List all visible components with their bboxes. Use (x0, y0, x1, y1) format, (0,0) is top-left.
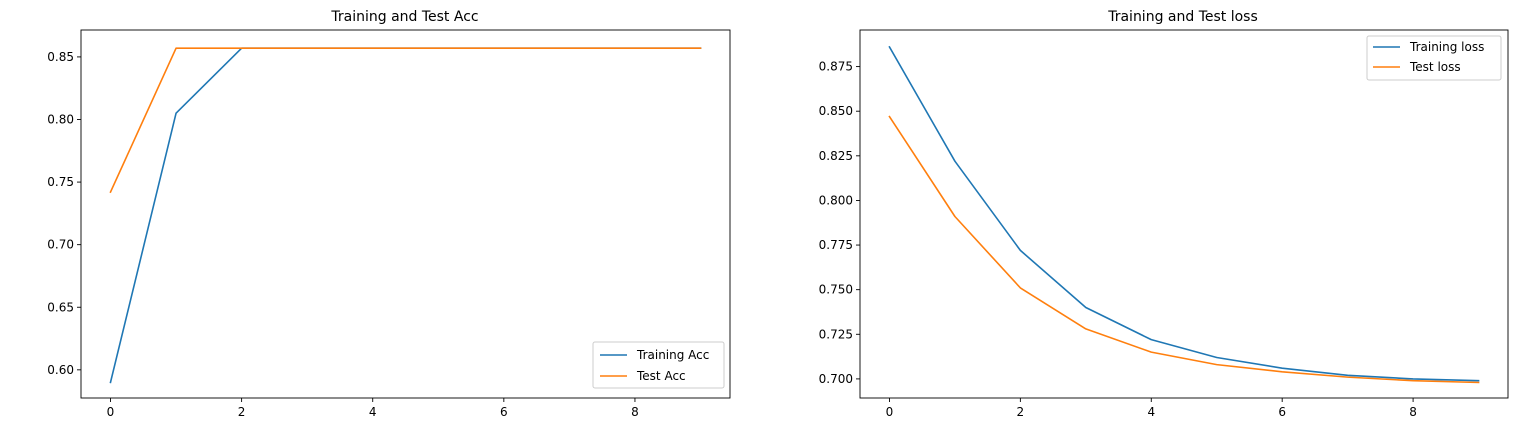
chart-loss-xtick-label: 6 (1278, 405, 1286, 419)
chart-loss-axes-frame (859, 29, 1509, 399)
chart-accuracy-axes-frame (80, 29, 731, 399)
chart-accuracy-ytick-label: 0.60 (47, 363, 74, 377)
chart-loss-ytick-label: 0.725 (819, 327, 853, 341)
chart-accuracy-series-test-line (109, 47, 702, 194)
chart-loss-ytick-label: 0.850 (819, 104, 853, 118)
chart-accuracy-xtick-label: 4 (369, 405, 377, 419)
chart-accuracy-ytick-label: 0.70 (47, 238, 74, 252)
chart-loss-legend-label-test: Test loss (1409, 60, 1461, 74)
chart-loss-legend-label-training: Training loss (1409, 40, 1484, 54)
chart-accuracy-plot: 0 2 4 6 8 0.60 0.65 0.70 0.75 0.80 0.85 (47, 29, 731, 419)
chart-accuracy-xtick-label: 6 (500, 405, 508, 419)
chart-loss-ytick-label: 0.700 (819, 372, 853, 386)
chart-loss-legend: Training loss Test loss (1366, 35, 1502, 81)
chart-accuracy-xtick-label: 2 (238, 405, 246, 419)
chart-accuracy-xtick-label: 0 (107, 405, 115, 419)
chart-loss-ytick-label: 0.800 (819, 193, 853, 207)
chart-loss: Training and Test loss 0 2 4 6 8 0.700 0.725 0.… (819, 9, 1509, 419)
chart-loss-legend-box (1366, 35, 1502, 81)
chart-loss-title: Training and Test loss (1107, 9, 1258, 25)
chart-loss-ytick-label: 0.775 (819, 238, 853, 252)
chart-accuracy-xtick-label: 8 (631, 405, 639, 419)
chart-loss-ytick-label: 0.875 (819, 60, 853, 74)
chart-loss-plot: 0 2 4 6 8 0.700 0.725 0.750 0.775 0.800 0.825 0.850… (819, 29, 1509, 419)
chart-loss-series-training-line (888, 45, 1480, 382)
chart-loss-xtick-label: 2 (1017, 405, 1025, 419)
chart-accuracy-ytick-label: 0.65 (47, 300, 74, 314)
chart-accuracy-title: Training and Test Acc (330, 9, 478, 25)
chart-accuracy-legend: Training Acc Test Acc (592, 341, 725, 389)
chart-loss-ytick-label: 0.750 (819, 283, 853, 297)
chart-accuracy-ytick-label: 0.85 (47, 50, 74, 64)
chart-loss-xtick-label: 8 (1409, 405, 1417, 419)
chart-accuracy: Training and Test Acc 0 2 4 6 80.600.650.700… (47, 9, 731, 419)
chart-accuracy-ytick-label: 0.75 (47, 175, 74, 189)
chart-loss-ytick-label: 0.825 (819, 149, 853, 163)
chart-loss-series-test-line (888, 115, 1480, 384)
chart-accuracy-series-training-line (109, 47, 702, 384)
chart-loss-xtick-label: 4 (1147, 405, 1155, 419)
chart-accuracy-ytick-label: 0.80 (47, 112, 74, 126)
chart-accuracy-legend-label-test: Test Acc (636, 369, 686, 383)
chart-loss-xtick-label: 0 (886, 405, 894, 419)
chart-accuracy-legend-label-training: Training Acc (636, 348, 709, 362)
